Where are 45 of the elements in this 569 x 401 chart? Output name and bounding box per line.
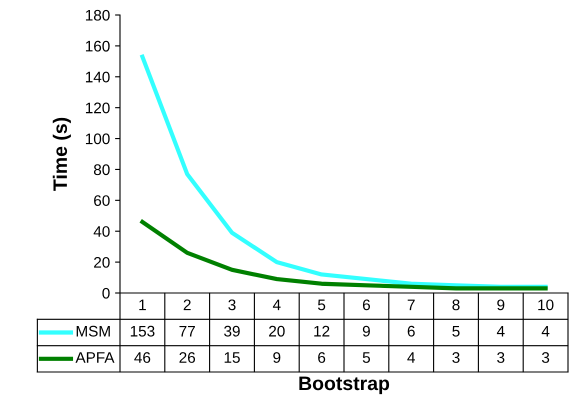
data-label: 3 [542,352,550,363]
data-label: 15 [224,352,240,363]
data-label: 4 [407,352,415,363]
y-tick-label: 80 [94,164,110,176]
y-tick-label: 120 [86,102,110,114]
x-tick-label: 4 [272,300,281,310]
legend-label: MSM [76,326,110,337]
data-label: 5 [452,326,460,337]
legend-label: APFA [75,352,114,363]
y-tick-label: 40 [94,226,110,237]
line-series [140,220,548,290]
data-label: 6 [318,352,326,363]
y-tick-label: 180 [86,10,110,21]
x-tick-label: 2 [184,299,191,310]
x-tick-label: 6 [362,299,370,310]
data-label: 6 [408,326,415,337]
data-label: 20 [269,326,285,337]
data-label: 4 [496,326,505,336]
data-label: 5 [362,352,370,363]
y-tick-label: 20 [94,256,110,268]
x-tick-label: 1 [139,300,146,310]
x-tick-label: 10 [538,299,554,310]
y-axis-title: Time (s) [52,118,71,191]
data-label: 9 [273,352,280,363]
x-tick-label: 3 [228,299,236,310]
x-axis-title: Bootstrap [299,376,390,394]
y-tick-label: 60 [94,195,110,206]
y-tick-label: 0 [102,288,110,299]
data-label: 77 [179,326,195,336]
y-tick-label: 160 [86,40,110,52]
data-label: 12 [314,326,330,336]
data-label: 46 [134,352,150,363]
data-label: 4 [542,326,550,336]
x-tick-label: 7 [408,300,415,310]
y-tick-label: 100 [86,133,110,144]
data-label: 153 [130,326,154,337]
data-label: 3 [452,352,460,363]
x-tick-label: 8 [452,299,460,310]
data-label: 39 [224,326,240,337]
y-tick-label: 140 [86,72,110,82]
data-label: 26 [179,352,196,363]
data-label: 9 [362,326,370,337]
x-tick-label: 9 [497,299,504,310]
x-tick-label: 5 [318,300,326,310]
data-label: 3 [497,352,504,363]
